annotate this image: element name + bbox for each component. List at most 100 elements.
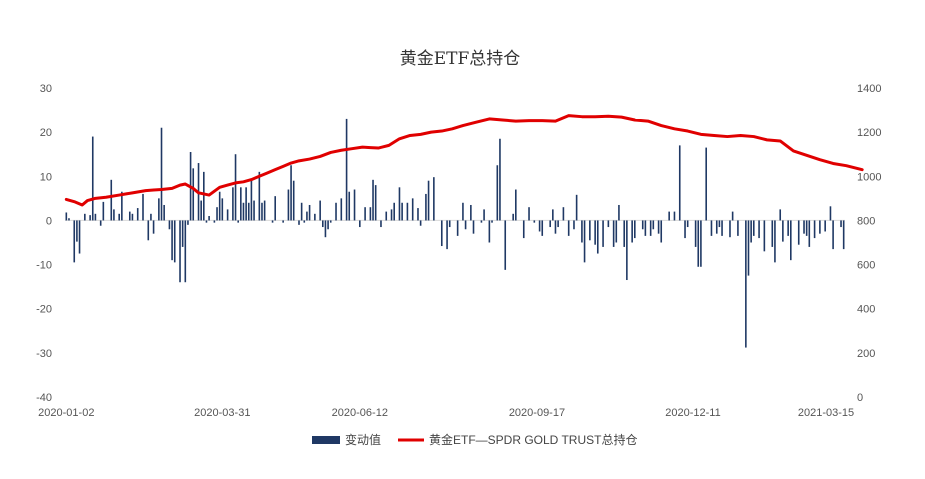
bar (533, 220, 536, 223)
bar (274, 196, 276, 221)
bar (73, 220, 76, 263)
right-axis-tick-label: 600 (857, 260, 875, 272)
bar (271, 220, 274, 223)
bar (581, 220, 583, 243)
bar (829, 206, 832, 221)
bar (440, 220, 443, 247)
left-axis-tick-label: -30 (36, 348, 52, 360)
bar (348, 191, 351, 221)
legend-swatch-bar (312, 436, 340, 444)
bar (763, 220, 766, 252)
bar (152, 220, 155, 234)
bar (91, 136, 94, 221)
bar (805, 220, 808, 236)
right-axis-tick-label: 1200 (857, 127, 881, 139)
bar (232, 187, 234, 221)
right-axis: 1400 1200 1000 800 600 400 200 0 (857, 83, 881, 404)
bar (216, 207, 218, 221)
bar (803, 220, 805, 234)
bar (84, 213, 86, 221)
bar (824, 220, 826, 232)
bar (771, 220, 774, 247)
bar (832, 220, 834, 250)
bar (747, 220, 750, 276)
bar (261, 202, 263, 221)
bar-series (65, 118, 845, 348)
bar (298, 220, 300, 225)
bar (68, 218, 70, 221)
bar (634, 220, 636, 239)
bar (308, 204, 311, 221)
bar (121, 191, 123, 221)
x-axis-tick-label: 2020-03-31 (194, 407, 250, 419)
bar (359, 220, 361, 228)
left-axis-tick-label: -10 (36, 260, 52, 272)
bar (253, 200, 255, 221)
bar (705, 147, 707, 221)
left-axis-tick-label: -40 (36, 392, 52, 404)
bar (221, 198, 224, 221)
bar (631, 220, 633, 243)
x-axis: 2020-01-02 2020-03-31 2020-06-12 2020-09-17… (38, 407, 854, 419)
bar (729, 220, 731, 238)
bar (673, 211, 676, 221)
left-axis-tick-label: -20 (36, 304, 52, 316)
bar (385, 211, 388, 221)
right-axis-tick-label: 800 (857, 215, 875, 227)
bar (287, 189, 290, 221)
left-axis: 30 20 10 0 -10 -20 -30 -40 (36, 83, 52, 404)
bar (612, 220, 615, 247)
bar (179, 220, 181, 283)
bar (758, 220, 760, 239)
bar (678, 145, 681, 221)
bar (538, 220, 541, 232)
bar (319, 200, 321, 221)
bar (242, 202, 245, 221)
bar (234, 154, 237, 221)
bar (263, 200, 266, 221)
bar (118, 213, 120, 221)
bar (840, 220, 842, 228)
bar (433, 177, 435, 221)
bar (779, 209, 782, 221)
bar (250, 180, 253, 221)
legend-label-line: 黄金ETF—SPDR GOLD TRUST总持仓 (429, 432, 637, 447)
bar (842, 220, 845, 250)
bar (245, 187, 247, 221)
bar (113, 209, 115, 221)
bar (668, 211, 670, 221)
bar (589, 220, 591, 241)
bar (626, 220, 628, 281)
bar (602, 220, 604, 247)
bar (623, 220, 626, 247)
bar (567, 220, 570, 236)
bar (528, 207, 530, 221)
bar (819, 220, 821, 234)
legend: 变动值 黄金ETF—SPDR GOLD TRUST总持仓 (312, 432, 637, 447)
bar (380, 220, 382, 228)
right-axis-tick-label: 1000 (857, 171, 881, 183)
bar (258, 171, 261, 221)
bar (745, 220, 747, 348)
bar (790, 220, 792, 261)
bar (181, 220, 184, 247)
bar (163, 204, 165, 221)
bar (731, 211, 734, 221)
bar (290, 165, 292, 221)
x-axis-tick-label: 2020-09-17 (509, 407, 565, 419)
bar (314, 213, 316, 221)
bar (78, 220, 81, 254)
bar (596, 220, 599, 254)
bar (417, 208, 419, 221)
bar (150, 213, 152, 221)
bar (554, 220, 557, 234)
bar (427, 180, 430, 221)
bar (615, 220, 618, 243)
bar (649, 220, 652, 236)
bar (89, 215, 91, 221)
bar (136, 208, 139, 221)
bar (369, 207, 372, 221)
bar (552, 209, 554, 221)
x-axis-tick-label: 2020-06-12 (332, 407, 388, 419)
